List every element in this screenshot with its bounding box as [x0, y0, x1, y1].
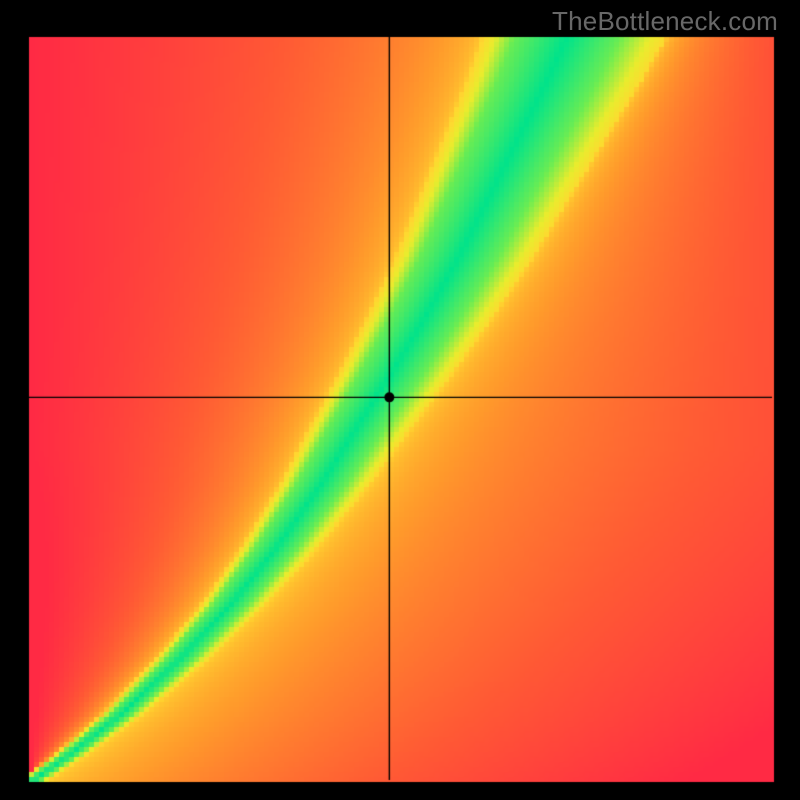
heatmap-canvas — [0, 0, 800, 800]
watermark-text: TheBottleneck.com — [552, 6, 778, 37]
